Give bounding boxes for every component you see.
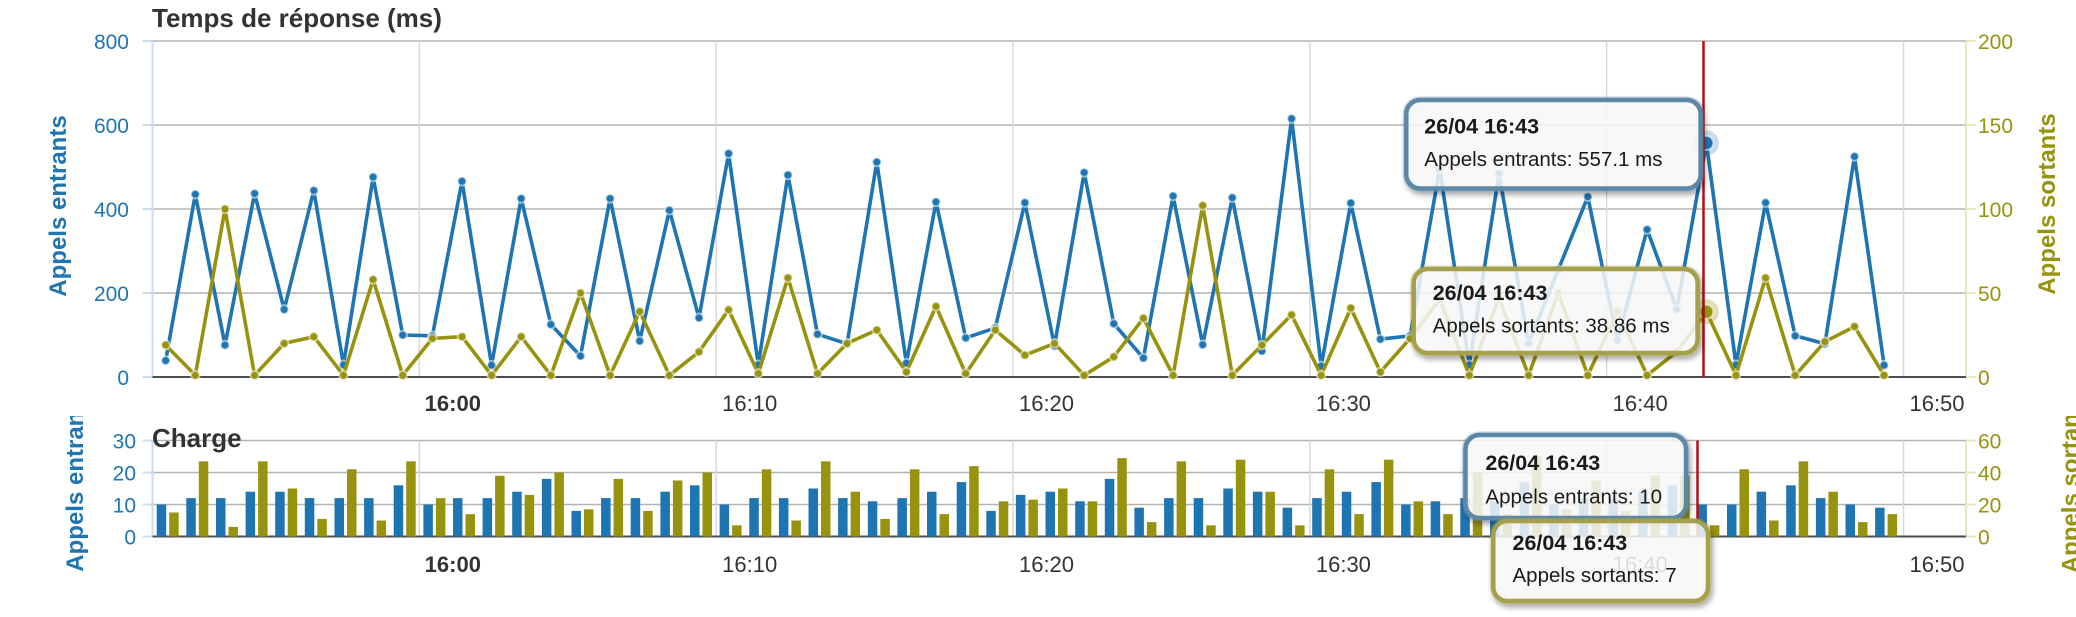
svg-text:30: 30	[113, 431, 136, 454]
svg-text:26/04 16:43: 26/04 16:43	[1485, 451, 1600, 475]
svg-text:26/04 16:43: 26/04 16:43	[1513, 531, 1628, 555]
svg-text:800: 800	[94, 31, 129, 54]
svg-text:40: 40	[1978, 463, 2001, 486]
svg-text:26/04 16:43: 26/04 16:43	[1424, 115, 1539, 139]
svg-text:Appels sortants: Appels sortants	[2058, 392, 2076, 573]
svg-text:50: 50	[1978, 283, 2001, 306]
svg-text:26/04 16:43: 26/04 16:43	[1433, 281, 1548, 305]
svg-text:16:00: 16:00	[425, 552, 481, 577]
svg-text:16:10: 16:10	[722, 552, 777, 577]
svg-text:16:20: 16:20	[1019, 552, 1074, 577]
svg-text:150: 150	[1978, 115, 2013, 138]
svg-text:0: 0	[117, 367, 129, 390]
svg-text:0: 0	[1978, 527, 1990, 550]
svg-text:60: 60	[1978, 431, 2001, 454]
svg-text:Appels entrants: Appels entrants	[45, 115, 72, 296]
svg-text:Appels entrants: Appels entrants	[62, 390, 89, 571]
svg-text:Appels sortants: Appels sortants	[2034, 113, 2061, 294]
svg-text:Charge: Charge	[152, 423, 242, 453]
svg-text:20: 20	[1978, 495, 2001, 518]
svg-text:100: 100	[1978, 199, 2013, 222]
svg-text:200: 200	[94, 283, 129, 306]
svg-text:Appels sortants: 7: Appels sortants: 7	[1513, 564, 1677, 587]
svg-text:200: 200	[1978, 31, 2013, 54]
svg-text:0: 0	[1978, 367, 1990, 390]
svg-text:Temps de réponse (ms): Temps de réponse (ms)	[152, 3, 442, 33]
svg-text:Appels entrants: 557.1 ms: Appels entrants: 557.1 ms	[1424, 148, 1662, 171]
svg-text:16:40: 16:40	[1613, 391, 1668, 416]
svg-text:16:50: 16:50	[1909, 552, 1964, 577]
svg-text:Appels sortants: 38.86 ms: Appels sortants: 38.86 ms	[1433, 315, 1670, 338]
svg-text:16:30: 16:30	[1316, 391, 1371, 416]
svg-text:600: 600	[94, 115, 129, 138]
svg-text:0: 0	[124, 527, 136, 550]
svg-text:Appels entrants: 10: Appels entrants: 10	[1485, 485, 1662, 508]
svg-text:10: 10	[113, 495, 136, 518]
svg-text:16:10: 16:10	[722, 391, 777, 416]
svg-text:16:30: 16:30	[1316, 552, 1371, 577]
svg-text:400: 400	[94, 199, 129, 222]
svg-text:16:20: 16:20	[1019, 391, 1074, 416]
svg-text:16:00: 16:00	[425, 391, 481, 416]
svg-text:20: 20	[113, 463, 136, 486]
svg-text:16:50: 16:50	[1909, 391, 1964, 416]
